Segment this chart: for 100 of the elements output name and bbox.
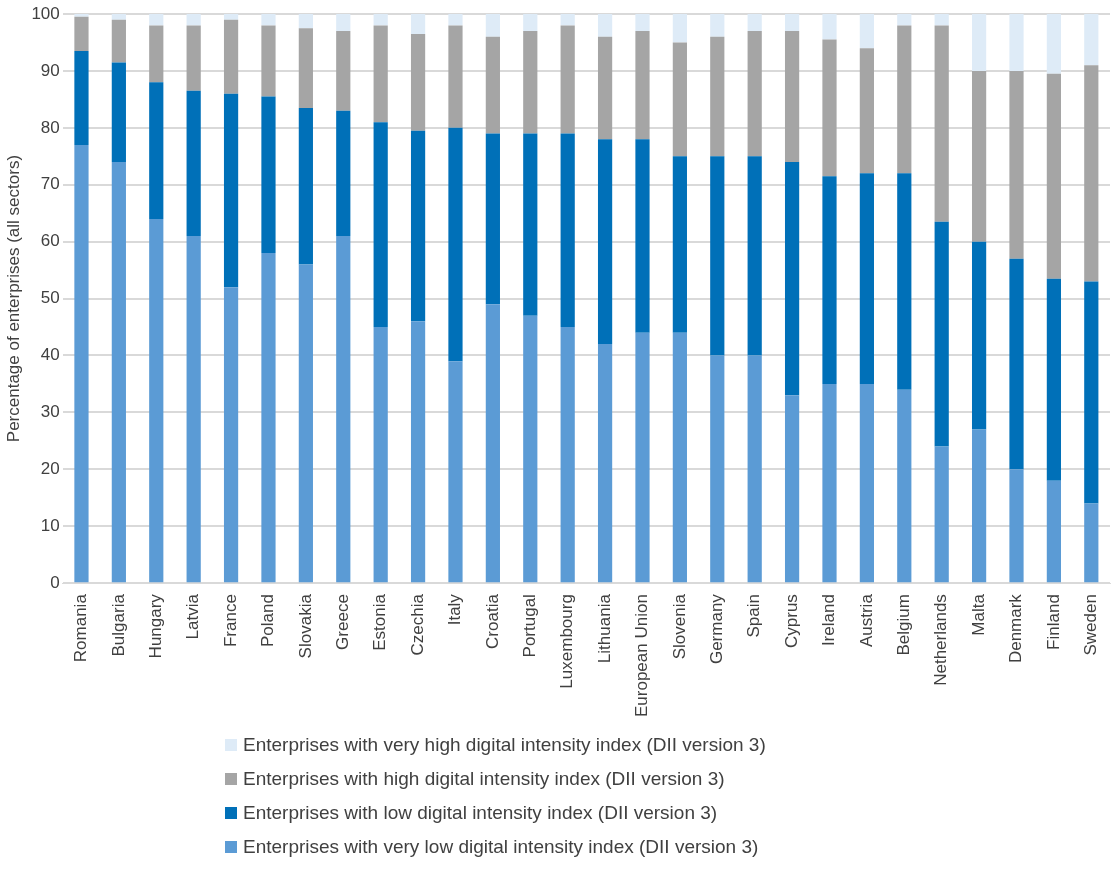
bar [597,139,613,345]
bar [934,221,949,447]
bar [784,161,800,396]
bar [747,14,762,32]
bar [410,321,426,583]
bar [485,36,500,134]
bar [747,355,762,583]
bar [1046,278,1061,481]
bar [448,127,463,362]
bar [672,156,687,333]
x-tick-label: Netherlands [931,594,951,686]
bar [710,355,725,583]
y-tick-label: 40 [40,345,60,365]
bar [560,14,575,26]
x-tick-label: Portugal [519,594,539,658]
x-tick-label: Lithuania [594,593,614,664]
bar [635,31,650,140]
bar [859,14,874,49]
bar [971,14,987,71]
bar [74,50,89,145]
bar [336,110,351,236]
bar [336,14,351,32]
x-tick-label: Hungary [145,593,165,659]
bar [635,332,650,583]
x-tick-label: Slovakia [295,593,315,659]
bar [635,139,650,333]
bar [298,264,313,583]
bar [336,31,351,111]
bar [859,48,874,174]
bar [223,287,239,583]
bar [448,361,463,583]
x-tick-label: Cyprus [781,594,801,648]
bar [859,173,874,384]
y-tick-label: 30 [40,402,60,422]
bar [560,327,575,583]
bar [111,19,126,63]
bar [523,31,538,134]
bar [261,96,276,254]
bar [1009,469,1024,583]
bar [822,39,837,177]
bar [336,235,351,583]
bar [410,33,426,131]
bar [597,36,613,140]
bar [1046,480,1061,583]
x-tick-label: Luxembourg [557,594,577,689]
bar [111,14,126,20]
bar [971,70,987,242]
bar [560,25,575,134]
bar [1046,73,1061,279]
legend-label: Enterprises with low digital intensity index (DII version 3) [243,802,718,824]
bar [672,14,687,43]
bar [1084,14,1099,66]
bar [523,133,538,316]
bar [373,122,388,328]
bar [597,14,613,37]
bar [897,14,912,26]
bar [934,25,949,222]
x-tick-label: Malta [968,593,988,636]
bar [971,241,987,430]
y-tick-label: 90 [40,60,60,80]
bar [784,395,800,583]
bar [410,130,426,322]
bar [298,107,313,265]
bar [223,14,239,20]
x-tick-label: Greece [332,594,352,650]
bar [448,25,463,128]
bar [111,62,126,162]
bar [934,14,949,26]
x-tick-label: Czechia [407,593,427,656]
y-tick-label: 0 [50,572,60,592]
bar [298,14,313,29]
bar [710,14,725,37]
x-tick-label: France [220,594,240,648]
x-tick-label: Belgium [893,594,913,656]
bar [74,16,89,51]
x-tick-label: European Union [632,594,652,718]
bar [523,315,538,583]
bar [186,14,201,26]
bar [859,383,874,583]
x-tick-label: Italy [445,593,465,626]
bar [784,14,800,32]
bar [186,235,201,583]
bar [747,156,762,356]
bar [523,14,538,32]
bar [410,14,426,34]
bar [822,14,837,40]
y-tick-label: 50 [40,288,60,308]
y-tick-label: 60 [40,231,60,251]
bar [298,28,313,108]
bar [1009,14,1024,71]
bar [149,14,164,26]
x-tick-label: Poland [258,594,278,648]
bar [149,218,164,583]
bar [373,25,388,123]
bar [74,14,89,17]
bar [1009,70,1024,259]
bar [223,19,239,94]
bar [261,25,276,97]
y-tick-label: 20 [40,458,60,478]
bar [485,133,500,305]
